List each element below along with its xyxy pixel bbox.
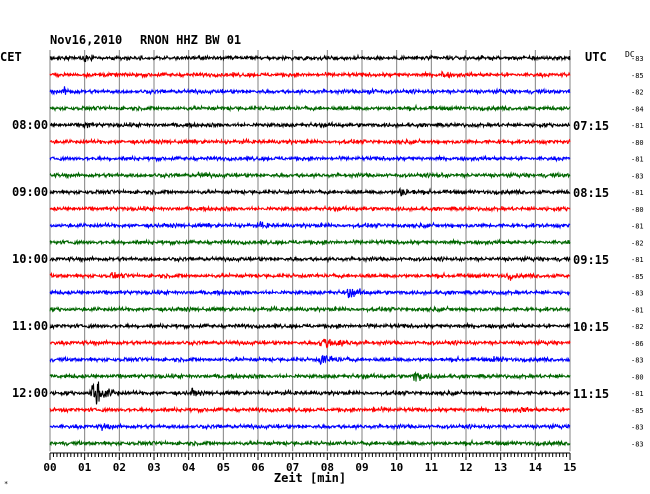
trace-row	[49, 170, 571, 180]
trace-row	[49, 321, 571, 331]
left-hour-label: 08:00	[12, 118, 48, 132]
dc-offset-value: -81	[631, 256, 644, 264]
x-tick-label: 00	[43, 461, 56, 474]
trace-row	[49, 371, 571, 382]
dc-offset-value: -81	[631, 156, 644, 164]
trace-row	[49, 304, 571, 314]
x-axis-label: Zeit [min]	[274, 471, 346, 485]
dc-offset-value: -85	[631, 72, 644, 80]
trace-row	[49, 238, 571, 247]
x-tick-label: 15	[563, 461, 576, 474]
dc-offset-value: -86	[631, 340, 644, 348]
trace-row	[49, 204, 571, 213]
trace-row	[49, 53, 571, 63]
dc-offset-value: -80	[631, 373, 644, 381]
dc-offset-value: -83	[631, 55, 644, 63]
dc-offset-value: -81	[631, 306, 644, 314]
left-hour-labels: 08:00 09:00 10:00 11:00 12:00	[12, 118, 48, 400]
x-axis: 00 01 02 03 04 05 06 07 08 09 10 11 12 13 14 15	[43, 452, 577, 474]
left-hour-label: 09:00	[12, 185, 48, 199]
dc-offset-value: -82	[631, 239, 644, 247]
corner-mark: *	[4, 480, 8, 488]
left-hour-label: 10:00	[12, 252, 48, 266]
trace-row	[49, 271, 571, 281]
trace-row	[49, 338, 571, 349]
x-tick-label: 02	[113, 461, 126, 474]
dc-offset-value: -82	[631, 89, 644, 97]
left-hour-label: 12:00	[12, 386, 48, 400]
right-hour-labels: 07:15 08:15 09:15 10:15 11:15	[573, 119, 609, 401]
dc-offset-value: -85	[631, 273, 644, 281]
trace-row	[49, 288, 571, 299]
dc-offset-value: -81	[631, 189, 644, 197]
dc-offset-value: -82	[631, 323, 644, 331]
trace-group	[49, 53, 571, 448]
trace-row	[49, 381, 571, 405]
x-tick-label: 10	[390, 461, 403, 474]
dc-offset-value: -80	[631, 206, 644, 214]
dc-label: DC	[625, 50, 635, 59]
dc-offset-value: -81	[631, 223, 644, 231]
dc-offset-value: -83	[631, 424, 644, 432]
x-tick-label: 09	[355, 461, 368, 474]
trace-row	[49, 405, 571, 415]
dc-offset-value: -81	[631, 122, 644, 130]
right-hour-label: 08:15	[573, 186, 609, 200]
station-label: RNON HHZ BW 01	[140, 33, 241, 47]
dc-offset-value: -81	[631, 390, 644, 398]
x-tick-label: 11	[425, 461, 439, 474]
right-hour-label: 09:15	[573, 253, 609, 267]
x-tick-label: 06	[251, 461, 265, 474]
trace-row	[49, 221, 571, 230]
trace-row	[49, 186, 571, 197]
right-hour-label: 11:15	[573, 387, 609, 401]
trace-row	[49, 154, 571, 163]
dc-offset-value: -85	[631, 407, 644, 415]
left-hour-label: 11:00	[12, 319, 48, 333]
dc-offset-value: -83	[631, 440, 644, 448]
trace-row	[49, 86, 571, 96]
trace-row	[49, 354, 570, 366]
x-tick-label: 01	[78, 461, 92, 474]
date-label: Nov16,2010	[50, 33, 122, 47]
right-hour-label: 07:15	[573, 119, 609, 133]
right-hour-label: 10:15	[573, 320, 609, 334]
dc-offset-value: -83	[631, 290, 644, 298]
trace-row	[49, 137, 571, 146]
minute-grid	[49, 50, 571, 452]
dc-offset-value: -83	[631, 172, 644, 180]
trace-row	[49, 70, 571, 80]
dc-offset-labels: -83 -85 -82 -84 -81 -80 -81 -83 -81 -80 -81 -82 -81 -…	[631, 55, 644, 448]
trace-row	[49, 438, 571, 448]
x-tick-label: 03	[147, 461, 160, 474]
trace-row	[49, 103, 571, 113]
dc-offset-value: -83	[631, 357, 644, 365]
x-tick-label: 05	[217, 461, 230, 474]
x-tick-label: 07	[286, 461, 299, 474]
dc-offset-value: -80	[631, 139, 644, 147]
x-tick-label: 04	[182, 461, 196, 474]
left-timezone-label: CET	[0, 50, 22, 64]
x-tick-label: 12	[459, 461, 472, 474]
dc-offset-value: -84	[631, 105, 644, 113]
trace-row	[49, 120, 571, 130]
x-tick-label: 14	[529, 461, 543, 474]
trace-row	[49, 254, 571, 264]
trace-row	[49, 422, 571, 431]
x-tick-label: 08	[321, 461, 334, 474]
right-timezone-label: UTC	[585, 50, 607, 64]
x-tick-label: 13	[494, 461, 507, 474]
